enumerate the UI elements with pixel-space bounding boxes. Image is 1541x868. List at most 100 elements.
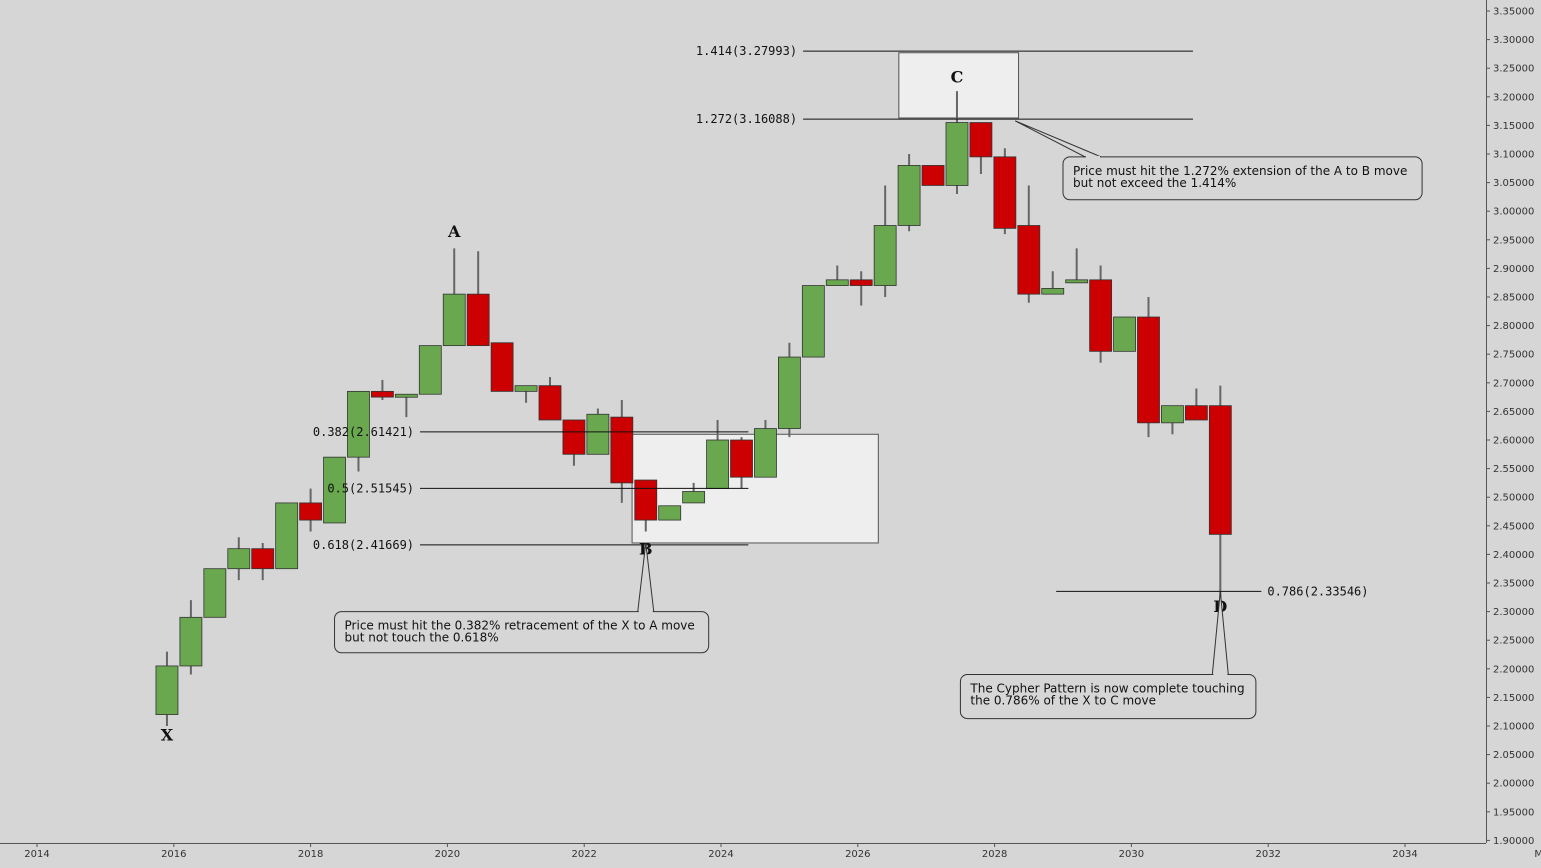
y-tick-label: 3.30000: [1493, 35, 1534, 46]
candle-up: [897, 165, 921, 226]
candle-up: [873, 225, 897, 286]
callout-pointer: [1014, 120, 1102, 158]
x-tick-label: 2018: [298, 849, 323, 860]
y-tick-label: 1.90000: [1493, 836, 1534, 847]
y-tick-label: 2.25000: [1493, 636, 1534, 647]
y-tick-label: 2.45000: [1493, 521, 1534, 532]
y-tick-label: 2.60000: [1493, 436, 1534, 447]
point-label-c: C: [951, 68, 964, 87]
candle-up: [514, 385, 538, 392]
y-tick-label: 2.15000: [1493, 693, 1534, 704]
x-tick-label: 2022: [571, 849, 596, 860]
candle-up: [682, 491, 706, 504]
y-tick-label: 2.00000: [1493, 779, 1534, 790]
candle-down: [251, 548, 275, 570]
y-tick-label: 2.65000: [1493, 407, 1534, 418]
fib-level-label: 1.414(3.27993): [696, 44, 797, 58]
candle-up: [801, 285, 825, 358]
annotation-line: the 0.786% of the X to C move: [970, 694, 1156, 708]
candle-up: [323, 456, 346, 524]
fib-zone-box: [898, 52, 1020, 119]
y-tick-label: 3.10000: [1493, 150, 1534, 161]
candle-down: [371, 390, 394, 398]
candle-up: [394, 393, 418, 398]
candle-up: [179, 616, 203, 667]
annotation-line: Price must hit the 0.382% retracement of…: [345, 619, 695, 633]
candle-down: [1089, 279, 1113, 352]
y-tick-label: 2.50000: [1493, 493, 1534, 504]
candle-up: [275, 502, 299, 570]
y-tick-label: 2.05000: [1493, 750, 1534, 761]
candle-down: [1184, 405, 1208, 421]
y-tick-label: 2.55000: [1493, 464, 1534, 475]
x-tick-label: 2026: [845, 849, 870, 860]
annotation-text: Price must hit the 0.382% retracement of…: [345, 619, 695, 645]
candle-up: [347, 390, 370, 458]
annotation-box: [334, 611, 710, 654]
point-label-a: A: [447, 222, 461, 241]
candle-up: [586, 413, 610, 455]
candle-up: [418, 345, 442, 395]
candle-down: [993, 156, 1017, 229]
candle-down: [969, 122, 993, 158]
y-tick-label: 2.20000: [1493, 664, 1534, 675]
x-tick-label: 2034: [1392, 849, 1417, 860]
candle-up: [442, 293, 466, 347]
candle-down: [849, 279, 873, 286]
y-tick-label: 3.35000: [1493, 7, 1534, 18]
annotation-line: The Cypher Pattern is now complete touch…: [969, 682, 1244, 696]
y-tick-label: 2.35000: [1493, 579, 1534, 590]
candle-up: [825, 279, 849, 286]
candle-up: [1065, 279, 1089, 284]
annotation-line: but not exceed the 1.414%: [1073, 176, 1236, 190]
y-tick-label: 2.85000: [1493, 293, 1534, 304]
x-tick-label: 2028: [982, 849, 1007, 860]
point-label-x: X: [161, 726, 174, 745]
candle-down: [1137, 316, 1160, 424]
y-tick-label: 3.05000: [1493, 178, 1534, 189]
annotation-text: Price must hit the 1.272% extension of t…: [1073, 164, 1407, 190]
candle-down: [299, 502, 323, 521]
fib-level-label: 1.272(3.16088): [696, 112, 797, 126]
x-tick-label: Ma: [1534, 849, 1541, 860]
y-tick-label: 2.95000: [1493, 235, 1534, 246]
x-tick-label: 2030: [1119, 849, 1144, 860]
x-tick-label: 2020: [435, 849, 460, 860]
candle-down: [562, 419, 586, 455]
y-tick-label: 3.15000: [1493, 121, 1534, 132]
y-tick-label: 2.30000: [1493, 607, 1534, 618]
candle-down: [466, 293, 490, 347]
x-tick-label: 2016: [161, 849, 186, 860]
fib-level-label: 0.5(2.51545): [327, 481, 414, 495]
candle-up: [754, 428, 777, 478]
candle-down: [730, 439, 753, 478]
candle-down: [634, 479, 658, 521]
annotation-line: Price must hit the 1.272% extension of t…: [1073, 164, 1407, 178]
annotation-box: [1062, 156, 1423, 201]
candle-down: [490, 342, 514, 392]
y-tick-label: 2.70000: [1493, 378, 1534, 389]
x-tick-label: 2032: [1255, 849, 1280, 860]
candle-up: [1113, 316, 1136, 352]
candle-up: [706, 439, 729, 490]
candle-up: [1041, 288, 1065, 295]
fib-level-label: 0.618(2.41669): [313, 538, 414, 552]
candle-up: [778, 356, 801, 429]
y-tick-label: 3.00000: [1493, 207, 1534, 218]
y-tick-label: 1.95000: [1493, 807, 1534, 818]
candle-down: [538, 385, 562, 421]
y-tick-label: 2.10000: [1493, 722, 1534, 733]
y-tick-label: 3.25000: [1493, 64, 1534, 75]
candle-down: [1208, 405, 1232, 535]
y-tick-label: 2.80000: [1493, 321, 1534, 332]
y-tick-label: 2.90000: [1493, 264, 1534, 275]
candle-up: [658, 505, 682, 521]
y-tick-label: 3.20000: [1493, 92, 1534, 103]
y-tick-label: 2.40000: [1493, 550, 1534, 561]
candle-down: [921, 165, 945, 186]
candle-up: [203, 568, 227, 618]
annotation-line: but not touch the 0.618%: [345, 631, 499, 645]
candle-up: [155, 665, 179, 715]
